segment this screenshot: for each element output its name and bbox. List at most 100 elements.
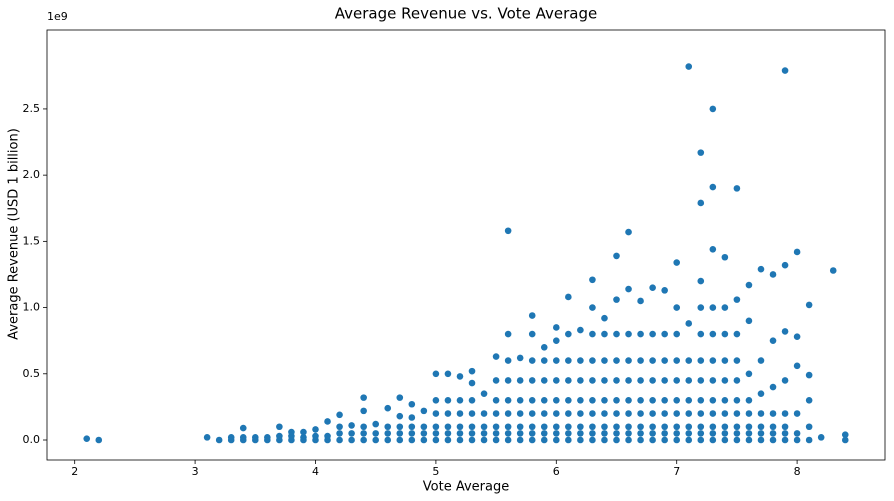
point	[613, 396, 620, 404]
point	[745, 396, 753, 404]
point	[793, 410, 801, 417]
chart-title: Average Revenue vs. Vote Average	[335, 5, 597, 23]
point	[480, 390, 488, 397]
point	[577, 377, 584, 384]
point	[709, 377, 717, 384]
point	[601, 423, 608, 431]
point	[625, 285, 632, 293]
point	[396, 423, 404, 431]
point	[348, 430, 355, 437]
point	[613, 296, 620, 303]
point	[553, 410, 560, 417]
point	[577, 396, 584, 404]
point	[661, 436, 668, 444]
point	[528, 410, 536, 417]
point	[637, 330, 644, 338]
point	[625, 410, 632, 417]
point	[661, 377, 668, 384]
point	[625, 423, 632, 431]
point	[709, 246, 717, 253]
point	[745, 317, 753, 325]
point	[276, 423, 283, 431]
point	[360, 407, 367, 415]
point	[444, 396, 452, 404]
point	[324, 432, 331, 440]
point	[384, 423, 392, 431]
point	[432, 423, 440, 431]
point	[553, 396, 560, 404]
point	[456, 423, 464, 431]
point	[420, 423, 428, 431]
point	[348, 422, 355, 429]
point	[565, 430, 572, 437]
point	[781, 423, 789, 431]
point	[649, 284, 656, 292]
point	[396, 412, 404, 420]
point	[805, 436, 813, 444]
point	[396, 430, 404, 437]
point	[565, 330, 572, 338]
point	[553, 324, 560, 331]
point	[625, 357, 632, 364]
point	[757, 423, 765, 431]
point	[637, 297, 644, 305]
point	[444, 436, 452, 444]
point	[312, 426, 319, 433]
point	[408, 414, 416, 421]
point	[540, 423, 548, 431]
point	[480, 410, 488, 417]
y-tick-label: 2.0	[23, 168, 41, 181]
point	[625, 377, 632, 384]
point	[721, 304, 729, 311]
point	[649, 410, 656, 417]
point	[553, 337, 560, 344]
point	[432, 410, 440, 417]
point	[336, 411, 343, 419]
point	[360, 394, 367, 401]
point	[781, 261, 789, 269]
point	[276, 432, 283, 440]
point	[637, 436, 644, 444]
x-tick-label: 8	[794, 465, 801, 478]
point	[420, 436, 428, 444]
point	[589, 430, 596, 437]
point	[685, 357, 693, 364]
x-tick-label: 5	[432, 465, 439, 478]
point	[492, 423, 500, 431]
point	[733, 423, 741, 431]
point	[540, 410, 548, 417]
point	[528, 357, 536, 364]
point	[685, 320, 693, 327]
point	[673, 304, 681, 311]
point	[577, 430, 584, 437]
point	[697, 304, 705, 311]
point	[577, 423, 584, 431]
point	[504, 357, 512, 364]
point	[444, 370, 452, 378]
point	[709, 423, 717, 431]
point	[408, 423, 416, 431]
point	[781, 410, 789, 417]
point	[227, 434, 235, 441]
point	[769, 383, 777, 391]
point	[528, 312, 536, 319]
point	[553, 430, 560, 437]
point	[805, 423, 813, 431]
point	[733, 377, 741, 384]
point	[733, 430, 741, 437]
point	[733, 357, 741, 364]
y-tick-label: 0.5	[23, 367, 41, 380]
point	[613, 330, 620, 338]
point	[577, 410, 584, 417]
point	[589, 330, 596, 338]
point	[685, 436, 693, 444]
point	[577, 326, 584, 334]
point	[565, 357, 572, 364]
point	[709, 410, 717, 417]
x-tick-label: 6	[553, 465, 560, 478]
point	[661, 423, 668, 431]
point	[408, 436, 416, 444]
point	[673, 396, 681, 404]
point	[613, 377, 620, 384]
point	[444, 410, 452, 417]
